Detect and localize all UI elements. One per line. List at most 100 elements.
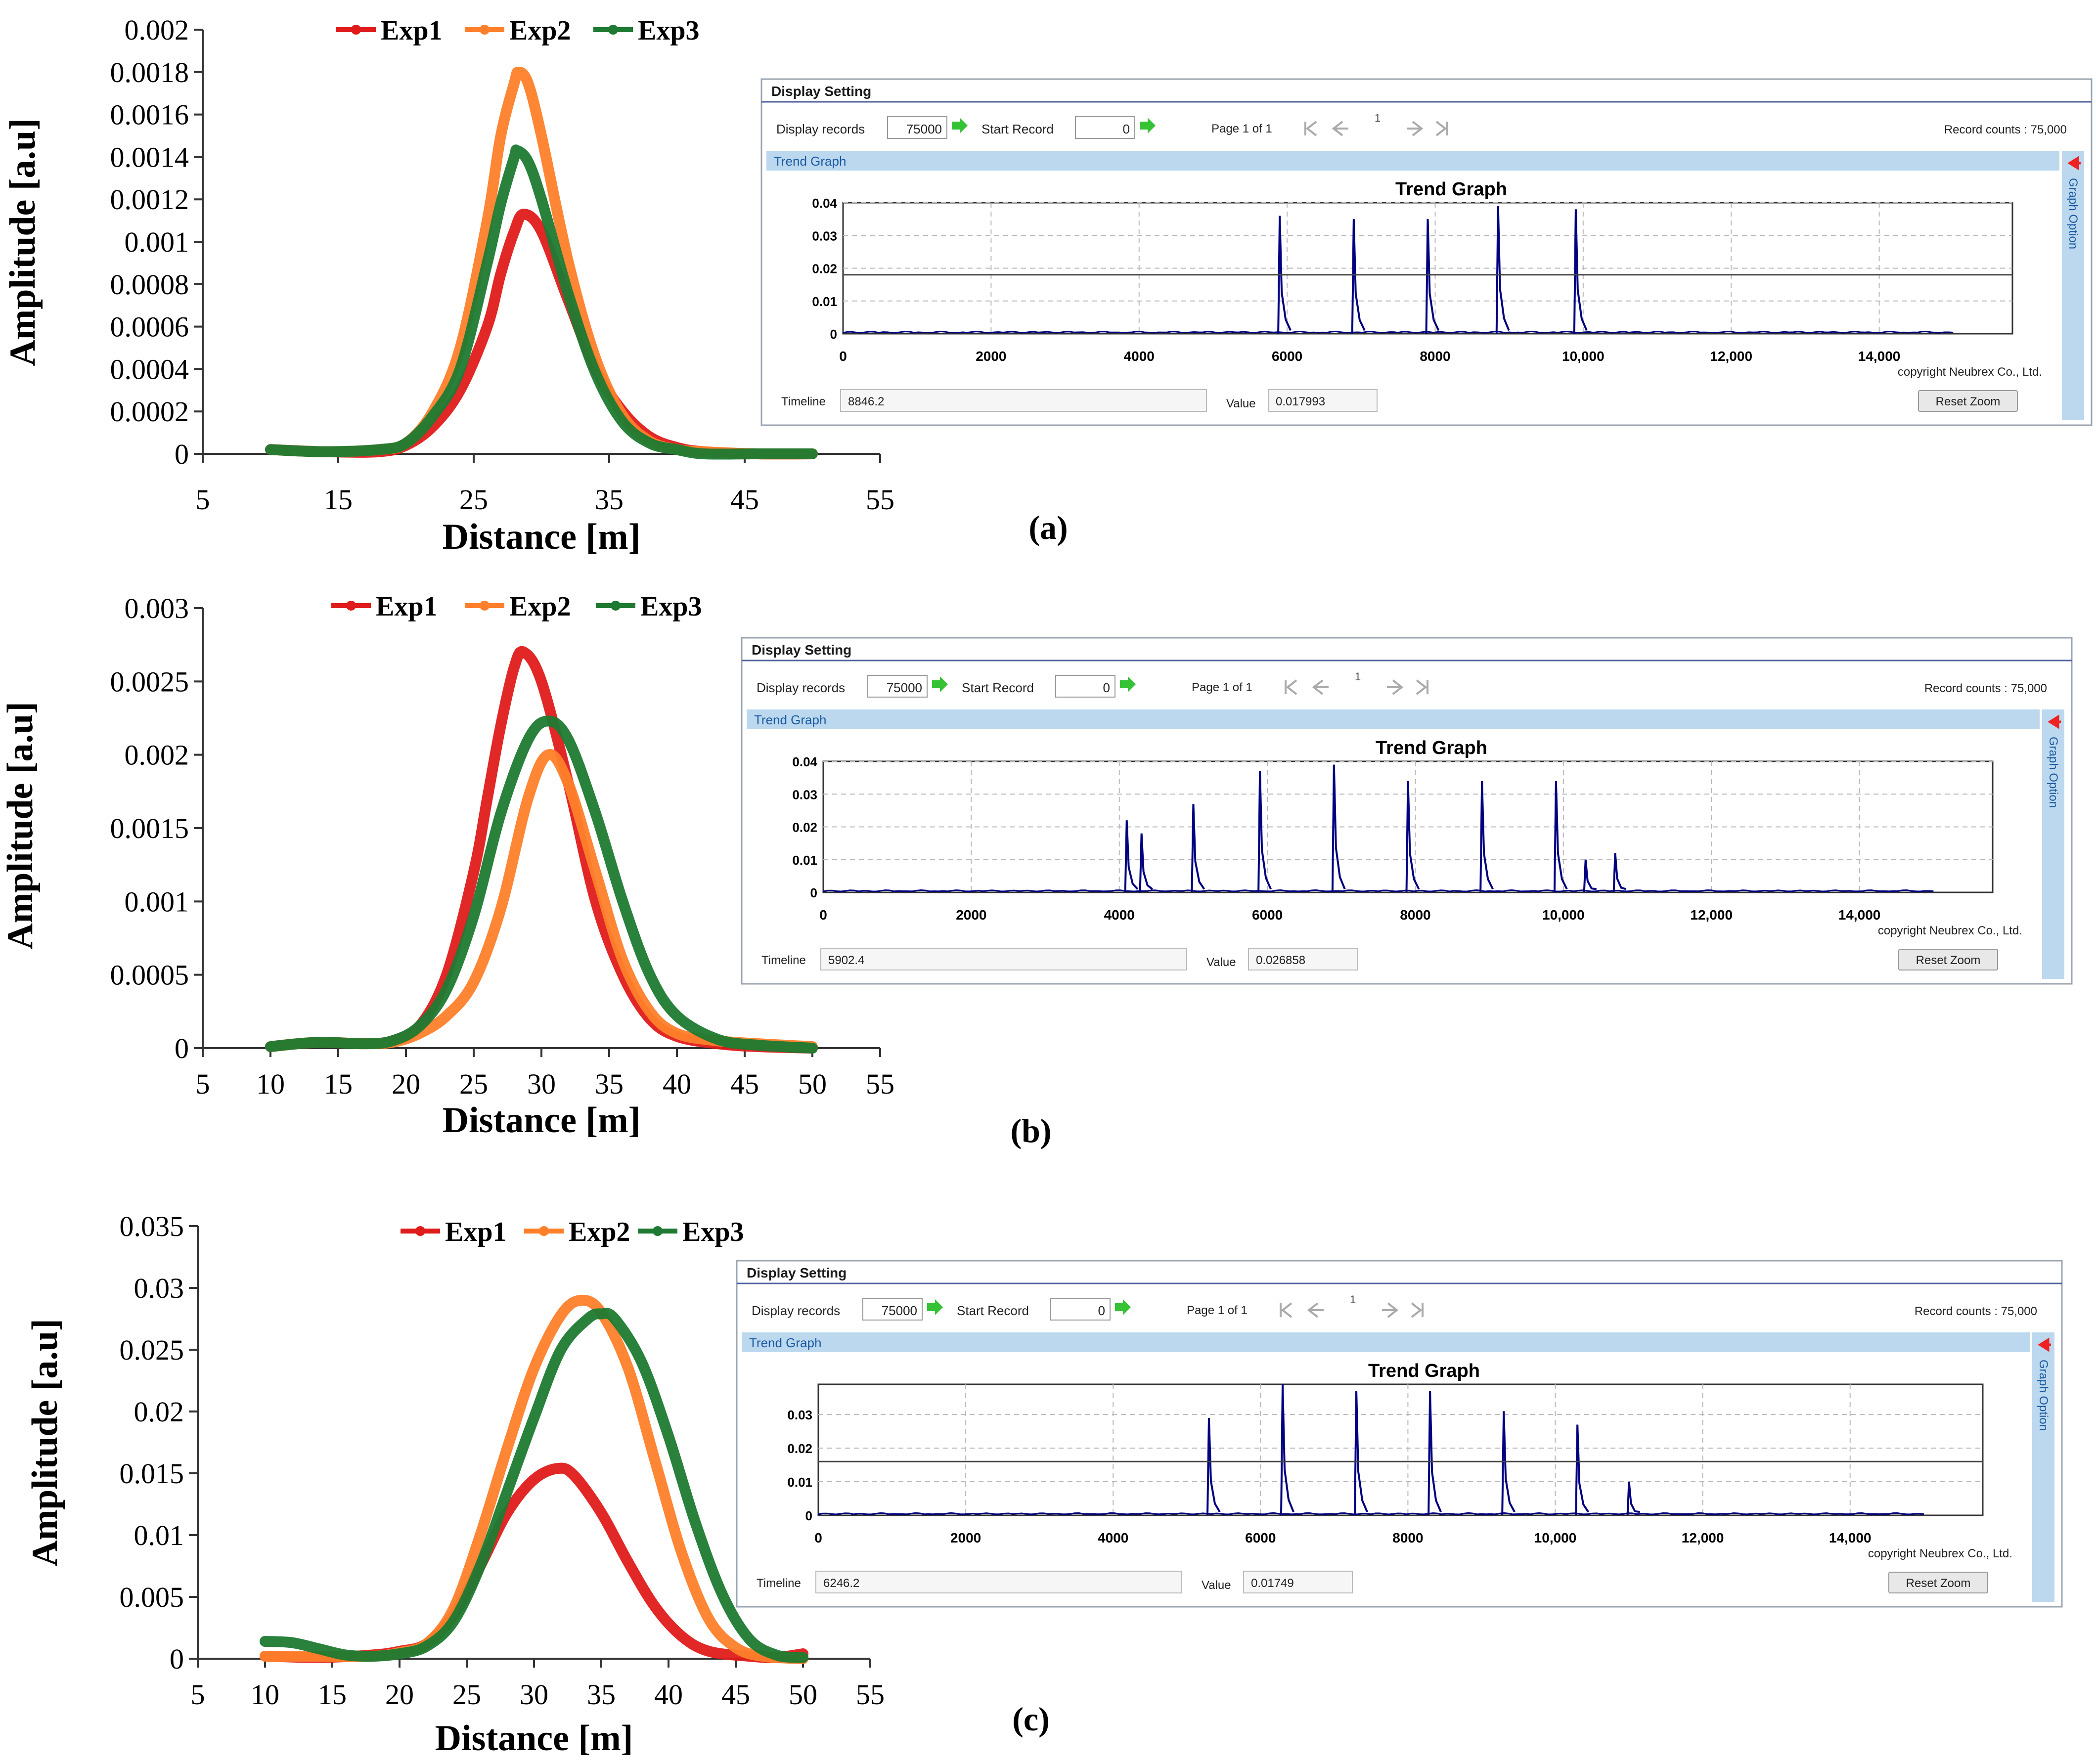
y-axis-label: Amplitude [a.u] [0, 702, 41, 950]
apply-start-icon[interactable] [1115, 1299, 1131, 1315]
x-tick-label: 5 [191, 1678, 205, 1711]
graph-option-label[interactable]: Graph Option [2037, 1360, 2050, 1431]
value-value: 0.017993 [1276, 395, 1325, 408]
prev-page-icon[interactable] [1307, 1302, 1324, 1318]
y-tick-label: 0.0002 [110, 396, 189, 428]
x-tick-label: 45 [730, 1068, 759, 1100]
prev-page-icon[interactable] [1332, 121, 1348, 136]
trend-peak [1191, 804, 1205, 893]
reset-zoom-button[interactable] [1898, 949, 1998, 970]
apply-records-icon[interactable] [932, 676, 948, 692]
collapse-arrow-icon[interactable] [2048, 714, 2061, 729]
collapse-arrow-icon[interactable] [2038, 1337, 2051, 1352]
start-record-input[interactable] [1050, 1298, 1111, 1321]
page-info: Page 1 of 1 [1192, 681, 1252, 694]
trend-peak [1280, 1384, 1294, 1516]
trend-window-b: Display Setting Display records 75000 Start… [741, 637, 2073, 985]
trend-x-tick-label: 12,000 [1690, 907, 1733, 923]
value-field[interactable] [1268, 389, 1378, 412]
first-page-icon[interactable] [1280, 1302, 1293, 1318]
trend-peak [1124, 820, 1139, 893]
series-exp2-line [265, 66, 818, 460]
trend-x-tick-label: 0 [839, 349, 847, 364]
first-page-icon[interactable] [1304, 121, 1317, 136]
next-page-icon[interactable] [1407, 121, 1424, 136]
display-records-label: Display records [776, 122, 865, 136]
y-tick-label: 0.002 [125, 14, 189, 46]
start-record-value: 0 [1103, 680, 1110, 695]
trend-peak [1405, 781, 1420, 893]
x-tick-label: 5 [196, 484, 210, 516]
timeline-field[interactable] [820, 948, 1187, 970]
trend-graph-tab[interactable]: Trend Graph [774, 154, 846, 169]
trend-graph-tab[interactable]: Trend Graph [754, 712, 826, 727]
collapse-arrow-icon[interactable] [2067, 156, 2081, 171]
timeline-field[interactable] [815, 1571, 1182, 1593]
trend-peak [1277, 216, 1292, 334]
last-page-icon[interactable] [1411, 1302, 1424, 1318]
graph-option-strip [2042, 709, 2064, 979]
last-page-icon[interactable] [1435, 121, 1448, 136]
x-tick-label: 5 [196, 1068, 210, 1100]
panel-label: (a) [1028, 509, 1068, 546]
x-tick-label: 10 [251, 1678, 279, 1711]
apply-records-icon[interactable] [952, 118, 968, 133]
trend-peak [1583, 859, 1597, 893]
apply-records-icon[interactable] [927, 1299, 943, 1315]
trend-x-tick-label: 8000 [1400, 907, 1430, 923]
legend-label-exp1: Exp1 [381, 15, 443, 46]
page-number: 1 [1375, 112, 1381, 124]
trend-y-tick-label: 0.04 [812, 196, 837, 211]
y-tick-label: 0.0018 [110, 56, 189, 88]
legend-marker-exp2 [539, 1226, 549, 1236]
series-exp1-line [265, 646, 818, 1054]
graph-option-strip [2032, 1332, 2054, 1602]
trend-x-tick-label: 0 [819, 907, 827, 923]
display-records-input[interactable] [887, 116, 947, 139]
trend-graph-title: Trend Graph [1395, 179, 1507, 200]
page-number: 1 [1355, 670, 1361, 683]
reset-zoom-button[interactable] [1888, 1572, 1988, 1593]
display-records-input[interactable] [862, 1298, 923, 1321]
next-page-icon[interactable] [1382, 1302, 1399, 1318]
value-field[interactable] [1248, 948, 1358, 970]
graph-option-label[interactable]: Graph Option [2066, 178, 2080, 249]
start-record-label: Start Record [981, 122, 1054, 136]
last-page-icon[interactable] [1416, 679, 1428, 695]
value-value: 0.026858 [1256, 954, 1305, 967]
x-tick-label: 25 [452, 1678, 481, 1711]
apply-start-icon[interactable] [1140, 118, 1156, 133]
timeline-field[interactable] [840, 389, 1207, 412]
display-records-input[interactable] [867, 675, 928, 698]
trend-x-tick-label: 10,000 [1542, 907, 1585, 923]
next-page-icon[interactable] [1387, 679, 1404, 695]
x-tick-label: 40 [663, 1068, 691, 1100]
trend-graph-title: Trend Graph [1368, 1361, 1480, 1381]
y-tick-label: 0 [170, 1643, 184, 1675]
x-tick-label: 45 [721, 1678, 750, 1711]
graph-option-label[interactable]: Graph Option [2047, 737, 2060, 808]
apply-start-icon[interactable] [1120, 676, 1136, 692]
trend-peak [1425, 219, 1440, 334]
trend-y-tick-label: 0.03 [792, 787, 817, 802]
legend-label-exp1: Exp1 [376, 591, 438, 622]
trend-peak [1427, 1391, 1442, 1516]
series-exp3-line [260, 1308, 808, 1663]
legend-marker-exp1 [415, 1226, 425, 1236]
start-record-input[interactable] [1075, 116, 1135, 139]
trend-peak [1495, 206, 1510, 334]
value-field[interactable] [1243, 1571, 1353, 1593]
trend-graph-tab[interactable]: Trend Graph [749, 1335, 821, 1350]
trend-window-c: Display Setting Display records 75000 Start… [736, 1260, 2063, 1608]
y-tick-label: 0.0015 [110, 812, 189, 844]
reset-zoom-button[interactable] [1918, 390, 2018, 412]
display-setting-title: Display Setting [752, 642, 851, 658]
x-tick-label: 35 [595, 484, 624, 516]
start-record-input[interactable] [1055, 675, 1115, 698]
legend-marker-exp3 [608, 25, 618, 35]
prev-page-icon[interactable] [1312, 679, 1329, 695]
trend-y-tick-label: 0.02 [787, 1441, 812, 1456]
first-page-icon[interactable] [1285, 679, 1297, 695]
trend-y-tick-label: 0.02 [812, 262, 837, 276]
x-tick-label: 20 [392, 1068, 420, 1100]
